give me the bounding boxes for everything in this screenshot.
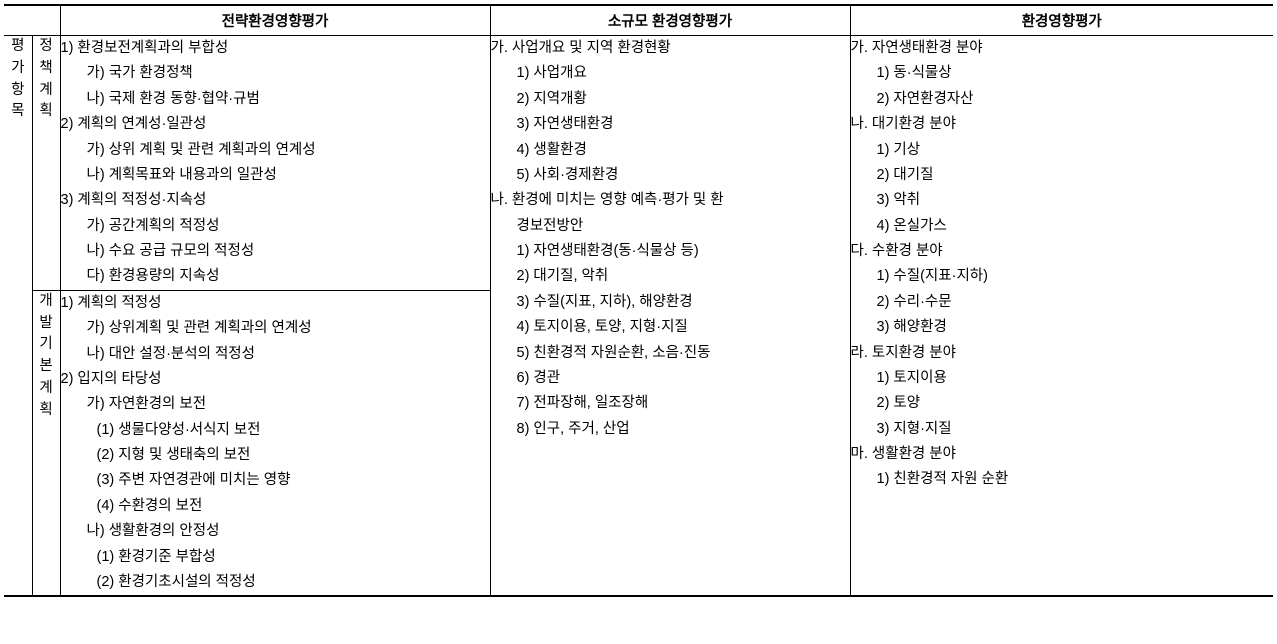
text-line: 다) 환경용량의 지속성 <box>61 264 490 289</box>
text-line: 5) 친환경적 자원순환, 소음·진동 <box>491 341 850 366</box>
header-small: 소규모 환경영향평가 <box>490 5 850 36</box>
text-line: 1) 수질(지표·지하) <box>851 264 1274 289</box>
header-blank <box>4 5 60 36</box>
cell-eia: 가. 자연생태환경 분야 1) 동·식물상 2) 자연환경자산 나. 대기환경 … <box>850 36 1273 597</box>
text-line: 2) 대기질, 악취 <box>491 264 850 289</box>
text-line: 2) 자연환경자산 <box>851 87 1274 112</box>
text-line: 라. 토지환경 분야 <box>851 341 1274 366</box>
text-line: 3) 악취 <box>851 188 1274 213</box>
text-line: 5) 사회·경제환경 <box>491 163 850 188</box>
header-eia: 환경영향평가 <box>850 5 1273 36</box>
text-line: 1) 계획의 적정성 <box>61 291 490 316</box>
text-line: (1) 생물다양성·서식지 보전 <box>61 418 490 443</box>
text-line: 2) 토양 <box>851 391 1274 416</box>
text-line: 1) 토지이용 <box>851 366 1274 391</box>
text-line: 나. 대기환경 분야 <box>851 112 1274 137</box>
text-line: 나) 생활환경의 안정성 <box>61 519 490 544</box>
text-line: 나) 계획목표와 내용과의 일관성 <box>61 163 490 188</box>
text-line: (2) 지형 및 생태축의 보전 <box>61 443 490 468</box>
text-line: 2) 대기질 <box>851 163 1274 188</box>
text-line: 나. 환경에 미치는 영향 예측·평가 및 환 <box>491 188 850 213</box>
row-policy-plan: 평 가 항 목 정 책 계 획 1) 환경보전계획과의 부합성 가) 국가 환경… <box>4 36 1273 291</box>
text-line: 가. 사업개요 및 지역 환경현황 <box>491 36 850 61</box>
text-line: (2) 환경기초시설의 적정성 <box>61 570 490 595</box>
text-line: (3) 주변 자연경관에 미치는 영향 <box>61 468 490 493</box>
text-line: 가) 공간계획의 적정성 <box>61 214 490 239</box>
text-line: 2) 수리·수문 <box>851 290 1274 315</box>
cell-strategic-policy: 1) 환경보전계획과의 부합성 가) 국가 환경정책 나) 국제 환경 동향·협… <box>60 36 490 291</box>
rowheader-eval-items: 평 가 항 목 <box>4 36 32 597</box>
text-line: 가. 자연생태환경 분야 <box>851 36 1274 61</box>
text-line: 1) 사업개요 <box>491 61 850 86</box>
text-line: 3) 수질(지표, 지하), 해양환경 <box>491 290 850 315</box>
text-line: 7) 전파장해, 일조장해 <box>491 391 850 416</box>
subheader-policy-plan: 정 책 계 획 <box>32 36 60 291</box>
text-line: 나) 수요 공급 규모의 적정성 <box>61 239 490 264</box>
text-line: 4) 온실가스 <box>851 214 1274 239</box>
header-strategic: 전략환경영향평가 <box>60 5 490 36</box>
cell-small-eia: 가. 사업개요 및 지역 환경현황 1) 사업개요 2) 지역개황 3) 자연생… <box>490 36 850 597</box>
text-line: 2) 입지의 타당성 <box>61 367 490 392</box>
eia-table: 전략환경영향평가 소규모 환경영향평가 환경영향평가 평 가 항 목 정 책 계… <box>4 4 1273 597</box>
text-line: 가) 국가 환경정책 <box>61 61 490 86</box>
text-line: 1) 자연생태환경(동·식물상 등) <box>491 239 850 264</box>
text-line: 8) 인구, 주거, 산업 <box>491 417 850 442</box>
text-line: 나) 대안 설정·분석의 적정성 <box>61 342 490 367</box>
text-line: 3) 지형·지질 <box>851 417 1274 442</box>
text-line: 1) 기상 <box>851 138 1274 163</box>
text-line: 3) 해양환경 <box>851 315 1274 340</box>
text-line: 2) 지역개황 <box>491 87 850 112</box>
text-line: 2) 계획의 연계성·일관성 <box>61 112 490 137</box>
text-line: 4) 생활환경 <box>491 138 850 163</box>
subheader-dev-basic-plan: 개 발 기 본 계 획 <box>32 290 60 596</box>
text-line: 나) 국제 환경 동향·협약·규범 <box>61 87 490 112</box>
text-line: 4) 토지이용, 토양, 지형·지질 <box>491 315 850 340</box>
text-line: 1) 환경보전계획과의 부합성 <box>61 36 490 61</box>
text-line: 6) 경관 <box>491 366 850 391</box>
text-line: 1) 친환경적 자원 순환 <box>851 467 1274 492</box>
cell-strategic-dev: 1) 계획의 적정성 가) 상위계획 및 관련 계획과의 연계성 나) 대안 설… <box>60 290 490 596</box>
text-line: 3) 계획의 적정성·지속성 <box>61 188 490 213</box>
text-line: 1) 동·식물상 <box>851 61 1274 86</box>
text-line: (4) 수환경의 보전 <box>61 494 490 519</box>
text-line: 가) 상위계획 및 관련 계획과의 연계성 <box>61 316 490 341</box>
header-row: 전략환경영향평가 소규모 환경영향평가 환경영향평가 <box>4 5 1273 36</box>
text-line: 경보전방안 <box>491 214 850 239</box>
text-line: 가) 상위 계획 및 관련 계획과의 연계성 <box>61 138 490 163</box>
text-line: (1) 환경기준 부합성 <box>61 545 490 570</box>
text-line: 가) 자연환경의 보전 <box>61 392 490 417</box>
text-line: 마. 생활환경 분야 <box>851 442 1274 467</box>
text-line: 다. 수환경 분야 <box>851 239 1274 264</box>
text-line: 3) 자연생태환경 <box>491 112 850 137</box>
